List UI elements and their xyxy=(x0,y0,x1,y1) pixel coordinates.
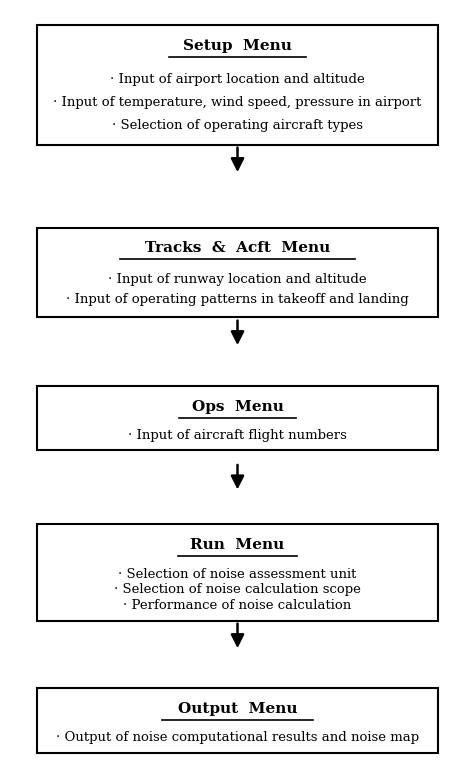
Text: Run  Menu: Run Menu xyxy=(190,538,285,552)
Text: Setup  Menu: Setup Menu xyxy=(183,39,292,53)
Text: · Selection of noise assessment unit: · Selection of noise assessment unit xyxy=(118,568,357,581)
Bar xyxy=(37,688,438,753)
Text: · Input of operating patterns in takeoff and landing: · Input of operating patterns in takeoff… xyxy=(66,293,409,306)
Text: Output  Menu: Output Menu xyxy=(178,702,297,716)
Text: · Input of temperature, wind speed, pressure in airport: · Input of temperature, wind speed, pres… xyxy=(53,96,422,109)
Text: · Input of aircraft flight numbers: · Input of aircraft flight numbers xyxy=(128,429,347,442)
Text: · Output of noise computational results and noise map: · Output of noise computational results … xyxy=(56,731,419,744)
Bar xyxy=(37,25,438,144)
Text: · Selection of noise calculation scope: · Selection of noise calculation scope xyxy=(114,583,361,597)
Bar xyxy=(37,524,438,621)
Text: · Performance of noise calculation: · Performance of noise calculation xyxy=(124,599,352,612)
Text: · Input of airport location and altitude: · Input of airport location and altitude xyxy=(110,73,365,86)
Text: Tracks  &  Acft  Menu: Tracks & Acft Menu xyxy=(145,241,330,255)
Bar xyxy=(37,386,438,451)
Bar xyxy=(37,228,438,317)
Text: Ops  Menu: Ops Menu xyxy=(191,400,284,414)
Text: · Selection of operating aircraft types: · Selection of operating aircraft types xyxy=(112,119,363,132)
Text: · Input of runway location and altitude: · Input of runway location and altitude xyxy=(108,274,367,286)
